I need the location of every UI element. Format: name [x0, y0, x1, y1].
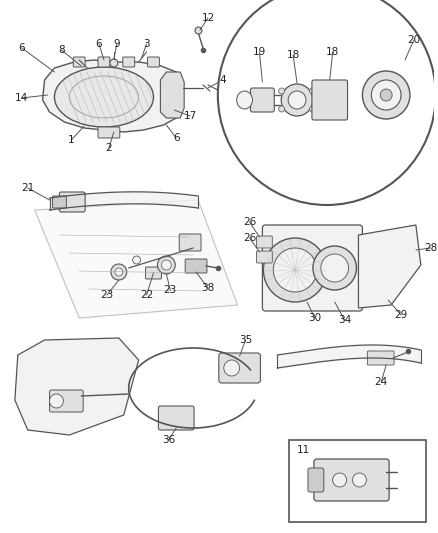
FancyBboxPatch shape — [257, 251, 272, 263]
Text: 34: 34 — [338, 315, 351, 325]
FancyBboxPatch shape — [148, 57, 159, 67]
Circle shape — [279, 106, 285, 112]
Circle shape — [333, 473, 346, 487]
Text: 26: 26 — [243, 217, 256, 227]
Text: 12: 12 — [201, 13, 215, 23]
FancyBboxPatch shape — [251, 88, 274, 112]
Text: 20: 20 — [407, 35, 420, 45]
FancyBboxPatch shape — [262, 225, 362, 311]
FancyBboxPatch shape — [219, 353, 261, 383]
Circle shape — [218, 0, 436, 205]
Circle shape — [111, 264, 127, 280]
Circle shape — [161, 260, 171, 270]
Circle shape — [362, 71, 410, 119]
FancyBboxPatch shape — [179, 234, 201, 251]
FancyBboxPatch shape — [257, 236, 272, 248]
FancyBboxPatch shape — [53, 196, 66, 208]
Circle shape — [110, 59, 118, 67]
Circle shape — [49, 394, 64, 408]
Circle shape — [133, 256, 141, 264]
Text: 22: 22 — [140, 290, 153, 300]
FancyBboxPatch shape — [98, 127, 120, 138]
FancyBboxPatch shape — [73, 57, 85, 67]
FancyBboxPatch shape — [98, 57, 110, 67]
Text: 6: 6 — [18, 43, 25, 53]
Text: 11: 11 — [297, 445, 310, 455]
Circle shape — [313, 246, 357, 290]
Text: 28: 28 — [424, 243, 438, 253]
Ellipse shape — [54, 67, 153, 127]
FancyBboxPatch shape — [185, 259, 207, 273]
FancyBboxPatch shape — [159, 406, 194, 430]
Polygon shape — [15, 338, 138, 435]
Text: 30: 30 — [308, 313, 321, 323]
FancyBboxPatch shape — [367, 351, 394, 365]
Text: 24: 24 — [374, 377, 388, 387]
Text: 19: 19 — [253, 47, 266, 57]
FancyBboxPatch shape — [60, 192, 85, 212]
Text: 3: 3 — [143, 39, 150, 49]
Polygon shape — [358, 225, 421, 308]
Text: 38: 38 — [201, 283, 215, 293]
Text: 17: 17 — [184, 111, 197, 121]
FancyBboxPatch shape — [308, 468, 324, 492]
Text: 23: 23 — [164, 285, 177, 295]
Text: 4: 4 — [219, 75, 226, 85]
FancyBboxPatch shape — [123, 57, 134, 67]
Circle shape — [321, 254, 349, 282]
Text: 18: 18 — [326, 47, 339, 57]
FancyBboxPatch shape — [312, 80, 348, 120]
Text: 2: 2 — [106, 143, 112, 153]
Text: 9: 9 — [113, 39, 120, 49]
Text: 6: 6 — [173, 133, 180, 143]
Text: 35: 35 — [239, 335, 252, 345]
Circle shape — [380, 89, 392, 101]
Circle shape — [353, 473, 366, 487]
Polygon shape — [42, 60, 183, 132]
Circle shape — [279, 88, 285, 94]
Circle shape — [115, 268, 123, 276]
Polygon shape — [35, 200, 238, 318]
Text: 21: 21 — [21, 183, 34, 193]
Text: 14: 14 — [15, 93, 28, 103]
Circle shape — [310, 88, 315, 94]
Text: 23: 23 — [100, 290, 113, 300]
Text: 29: 29 — [394, 310, 408, 320]
Circle shape — [224, 360, 240, 376]
Circle shape — [263, 238, 327, 302]
Text: 8: 8 — [58, 45, 65, 55]
Circle shape — [288, 91, 306, 109]
Circle shape — [310, 106, 315, 112]
Circle shape — [371, 80, 401, 110]
FancyBboxPatch shape — [314, 459, 389, 501]
Circle shape — [281, 84, 313, 116]
Text: 36: 36 — [162, 435, 175, 445]
FancyBboxPatch shape — [145, 267, 161, 279]
Circle shape — [273, 248, 317, 292]
FancyBboxPatch shape — [49, 390, 83, 412]
Text: 18: 18 — [286, 50, 300, 60]
Circle shape — [157, 256, 175, 274]
Text: 6: 6 — [96, 39, 102, 49]
FancyBboxPatch shape — [289, 440, 426, 522]
Ellipse shape — [237, 91, 252, 109]
Text: 26: 26 — [243, 233, 256, 243]
Polygon shape — [160, 72, 184, 118]
Text: 1: 1 — [68, 135, 74, 145]
